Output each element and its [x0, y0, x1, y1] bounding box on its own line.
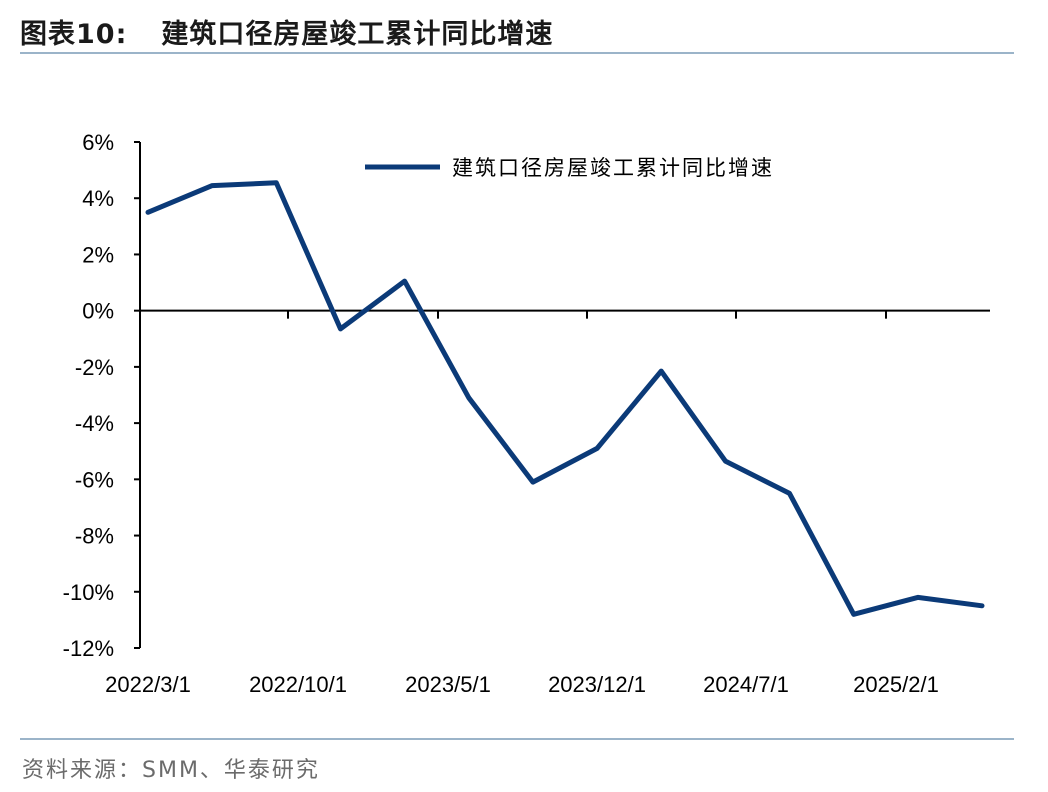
y-tick-label: -10% — [63, 580, 114, 605]
y-tick-label: -8% — [75, 524, 114, 549]
y-axis-ticks: 6% 4% 2% 0% -2% -4% -6% -8% -10% -12% — [63, 130, 140, 661]
chart-axes — [139, 142, 990, 648]
x-tick-label: 2022/10/1 — [249, 672, 347, 697]
x-axis-ticks: 2022/3/1 2022/10/1 2023/5/1 2023/12/1 2024/7… — [105, 310, 939, 697]
chart-legend: 建筑口径房屋竣工累计同比增速 — [365, 156, 774, 180]
x-tick-label: 2022/3/1 — [105, 672, 191, 697]
y-tick-label: 0% — [82, 299, 114, 324]
source-note: 资料来源：SMM、华泰研究 — [22, 758, 320, 783]
y-tick-label: 2% — [82, 242, 114, 267]
y-tick-label: 6% — [82, 130, 114, 155]
chart-series — [145, 180, 985, 617]
x-tick-label: 2024/7/1 — [703, 672, 789, 697]
figure-title-text: 建筑口径房屋竣工累计同比增速 — [161, 19, 554, 50]
x-tick-label: 2025/2/1 — [853, 672, 939, 697]
x-tick-label: 2023/5/1 — [405, 672, 491, 697]
series-line — [145, 180, 985, 617]
top-divider — [20, 52, 1014, 54]
bottom-divider — [20, 738, 1014, 740]
figure-title: 图表10: 建筑口径房屋竣工累计同比增速 — [20, 12, 553, 51]
y-tick-label: -2% — [75, 355, 114, 380]
legend-label: 建筑口径房屋竣工累计同比增速 — [452, 156, 774, 180]
y-tick-label: -4% — [75, 411, 114, 436]
x-tick-label: 2023/12/1 — [548, 672, 646, 697]
figure-number: 图表10: — [20, 19, 128, 50]
y-tick-label: -12% — [63, 636, 114, 661]
y-tick-label: -6% — [75, 467, 114, 492]
y-tick-label: 4% — [82, 186, 114, 211]
